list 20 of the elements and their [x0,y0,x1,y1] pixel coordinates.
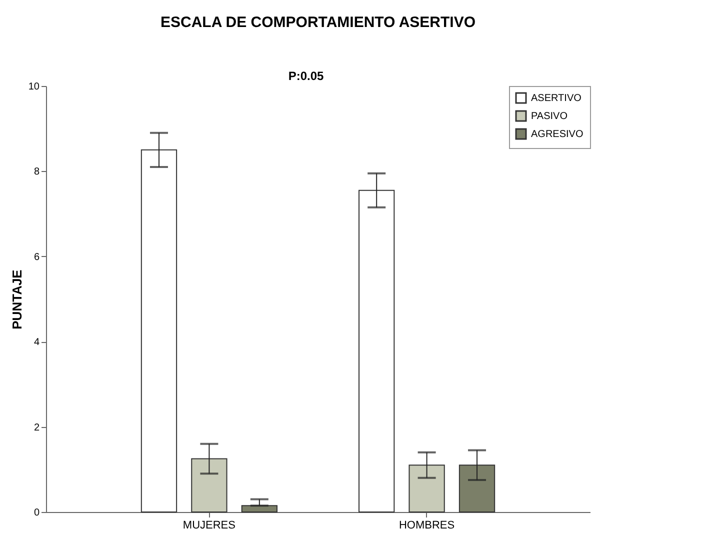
y-tick-label: 4 [34,337,40,348]
legend-label: AGRESIVO [531,129,584,140]
bar [140,149,178,512]
bar [458,464,496,512]
y-tick-label: 2 [34,422,40,434]
chart-title: ESCALA DE COMPORTAMIENTO ASERTIVO [160,14,476,31]
text: P:0.05 [288,69,324,83]
bar [241,505,278,512]
bar [191,458,228,512]
bar [408,464,445,512]
y-tick-label: 0 [34,508,40,518]
x-tick-label: HOMBRES [398,520,455,532]
y-axis-title: PUNTAJE [9,269,24,330]
legend-label: PASIVO [531,111,568,122]
x-tick-label: MUJERES [182,520,236,532]
y-tick-label: 8 [34,166,40,178]
y-tick-label: 6 [34,252,40,263]
legend-label: ASERTIVO [531,93,582,104]
bar [358,190,395,512]
y-tick-label: 10 [28,82,40,92]
